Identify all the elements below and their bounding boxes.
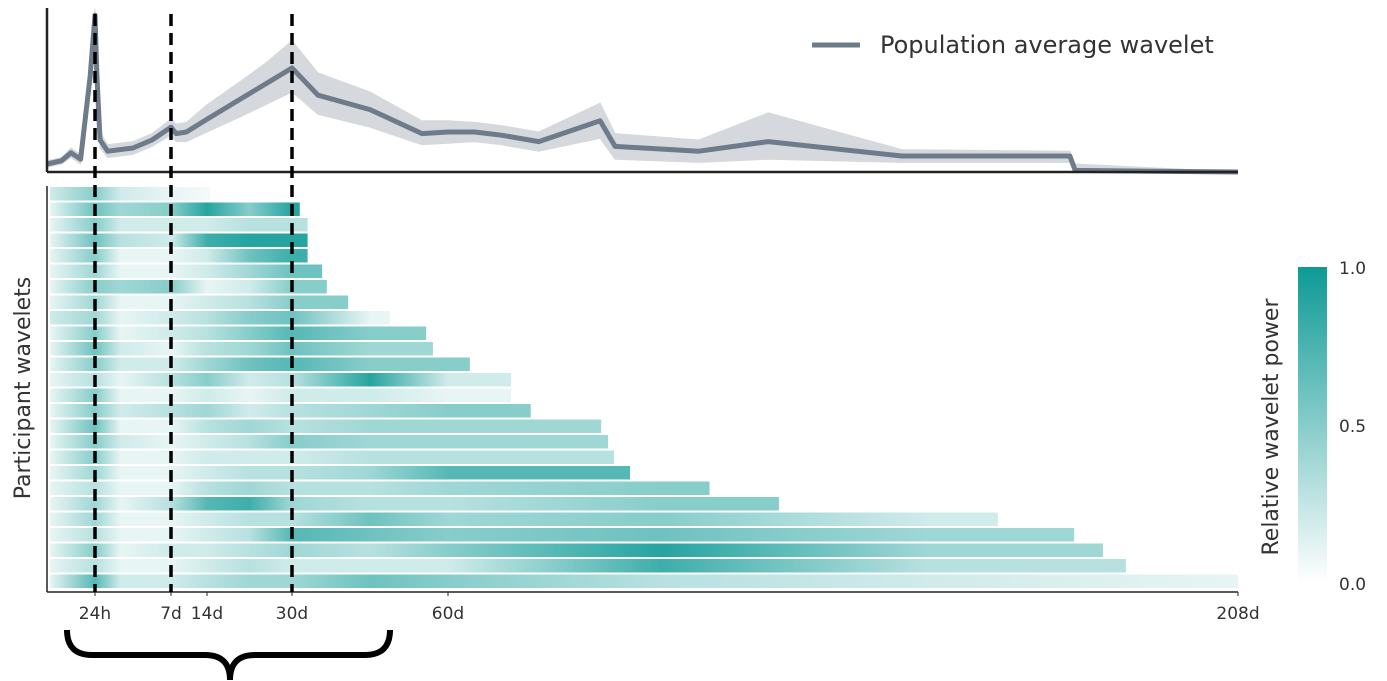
- participant-row: [50, 543, 1103, 557]
- participant-row: [50, 233, 308, 247]
- participant-row: [50, 528, 1075, 542]
- participant-row: [50, 342, 433, 356]
- participant-row: [50, 466, 631, 480]
- participant-row: [50, 419, 602, 433]
- x-tick-label: 14d: [191, 604, 223, 624]
- participant-row: [50, 202, 300, 216]
- colorbar-tick-label: 1.0: [1339, 259, 1366, 279]
- participant-row: [50, 218, 308, 232]
- participant-row: [50, 388, 511, 402]
- participant-row: [50, 187, 211, 201]
- participant-row: [50, 481, 710, 495]
- legend-label: Population average wavelet: [880, 31, 1214, 59]
- colorbar-tick-label: 0.5: [1339, 417, 1366, 437]
- participant-row: [50, 249, 308, 263]
- participant-row: [50, 373, 511, 387]
- x-tick-label: 24h: [79, 604, 111, 624]
- participant-row: [50, 295, 349, 309]
- participant-row: [50, 512, 998, 526]
- x-tick-label: 208d: [1216, 604, 1259, 624]
- participant-row: [50, 311, 390, 325]
- participant-row: [50, 450, 615, 464]
- participant-row: [50, 559, 1126, 573]
- participant-row: [50, 357, 470, 371]
- participant-row: [50, 280, 327, 294]
- participant-row: [50, 326, 427, 340]
- x-tick-label: 30d: [276, 604, 308, 624]
- colorbar-label: Relative wavelet power: [1259, 298, 1284, 556]
- y-axis-label: Participant wavelets: [11, 277, 36, 500]
- brace: [64, 629, 393, 681]
- x-tick-label: 60d: [432, 604, 464, 624]
- participant-row: [50, 574, 1238, 588]
- participant-row: [50, 435, 609, 449]
- participant-row: [50, 497, 779, 511]
- x-tick-label: 7d: [160, 604, 182, 624]
- colorbar: [1298, 267, 1327, 583]
- colorbar-tick-label: 0.0: [1339, 575, 1366, 595]
- participant-row: [50, 264, 323, 278]
